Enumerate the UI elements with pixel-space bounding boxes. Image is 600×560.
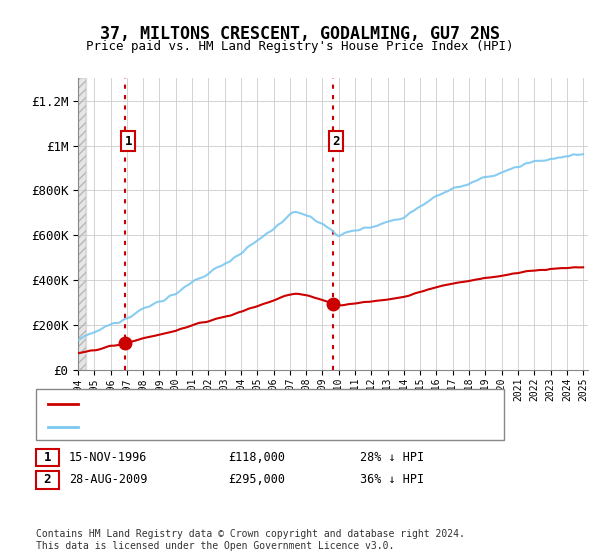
Text: 2: 2: [44, 473, 51, 487]
Text: £295,000: £295,000: [228, 473, 285, 487]
Text: Price paid vs. HM Land Registry's House Price Index (HPI): Price paid vs. HM Land Registry's House …: [86, 40, 514, 53]
Text: 15-NOV-1996: 15-NOV-1996: [69, 451, 148, 464]
Text: 1: 1: [124, 134, 132, 148]
Text: 28% ↓ HPI: 28% ↓ HPI: [360, 451, 424, 464]
Text: 36% ↓ HPI: 36% ↓ HPI: [360, 473, 424, 487]
Text: 28-AUG-2009: 28-AUG-2009: [69, 473, 148, 487]
Text: 37, MILTONS CRESCENT, GODALMING, GU7 2NS: 37, MILTONS CRESCENT, GODALMING, GU7 2NS: [100, 25, 500, 43]
Text: 37, MILTONS CRESCENT, GODALMING, GU7 2NS (detached house): 37, MILTONS CRESCENT, GODALMING, GU7 2NS…: [87, 399, 443, 409]
Bar: [78, 78, 86, 370]
Text: 1: 1: [44, 451, 51, 464]
Text: HPI: Average price, detached house, Waverley: HPI: Average price, detached house, Wave…: [87, 422, 362, 432]
Bar: [78, 78, 86, 370]
Text: Contains HM Land Registry data © Crown copyright and database right 2024.
This d: Contains HM Land Registry data © Crown c…: [36, 529, 465, 551]
Text: £118,000: £118,000: [228, 451, 285, 464]
Text: 2: 2: [332, 134, 340, 148]
